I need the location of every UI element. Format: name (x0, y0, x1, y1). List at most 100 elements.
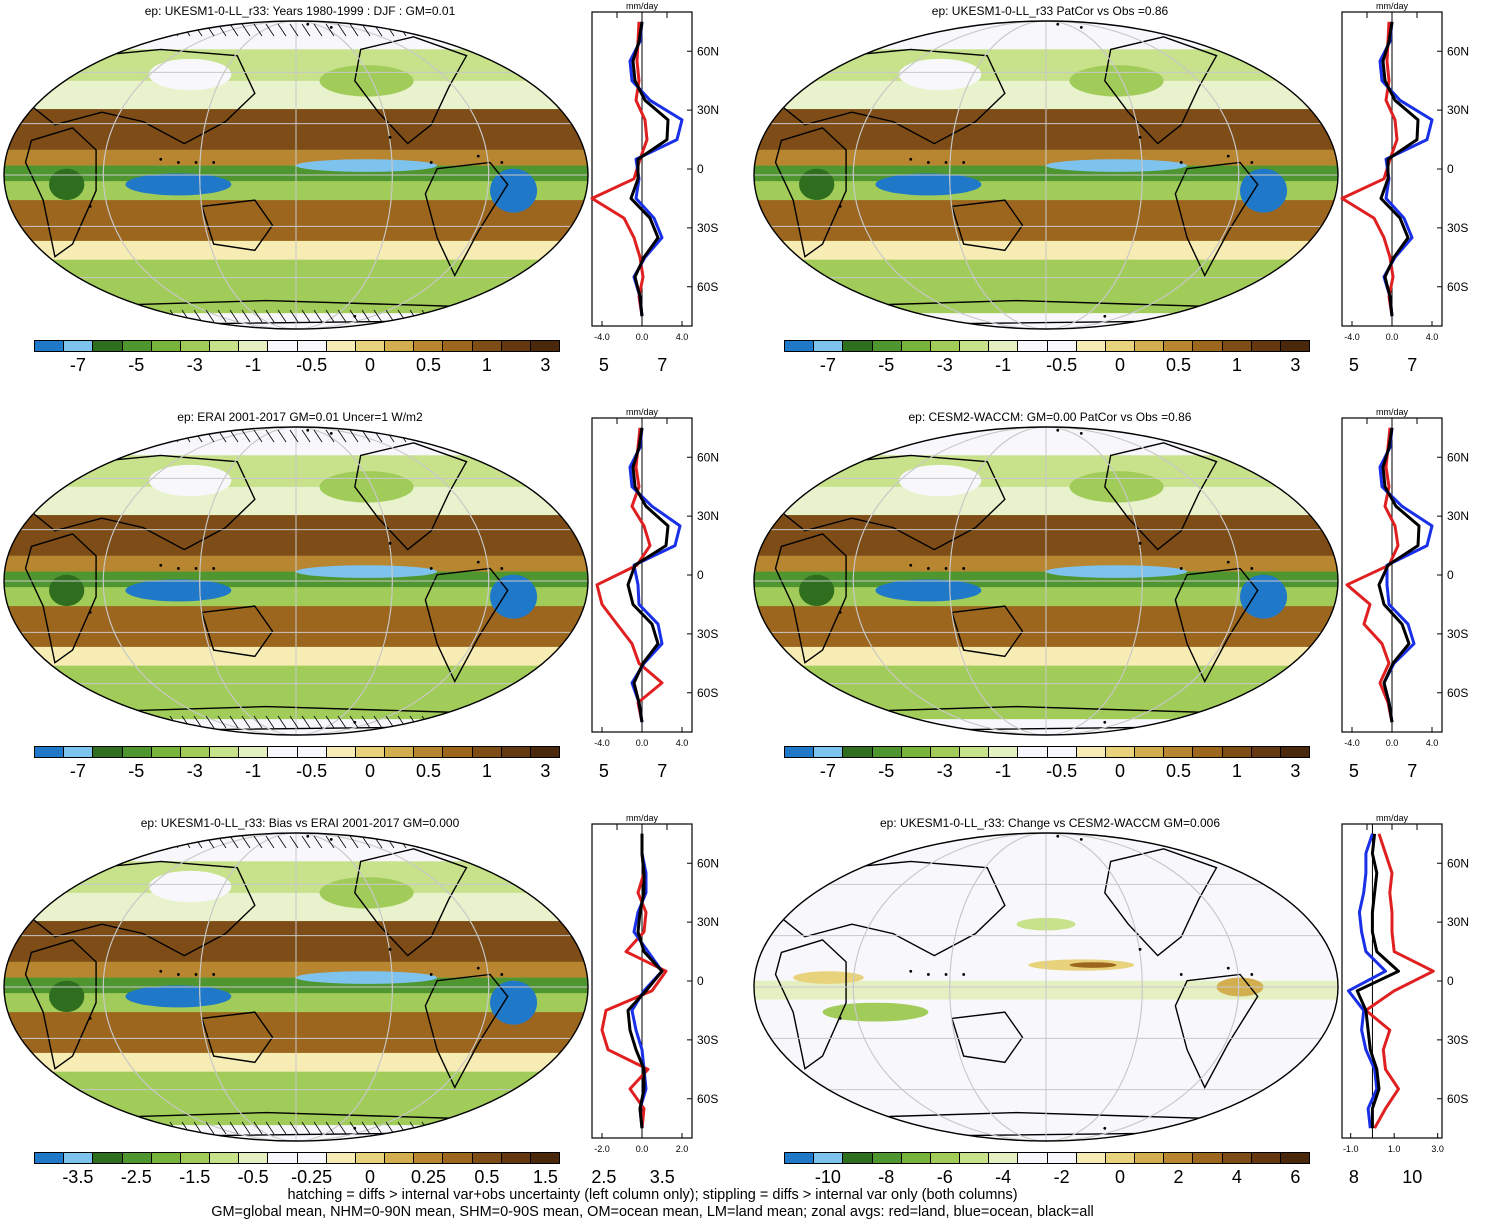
hatch-mark (133, 835, 143, 849)
robinson-map (753, 20, 1339, 330)
zonal-series-land (595, 427, 664, 723)
colorbar-segment (1193, 341, 1223, 351)
zonal-x-tick-label: -4.0 (1344, 738, 1360, 748)
colorbar-tick-label: -0.5 (296, 355, 328, 375)
map-patch (149, 870, 232, 903)
hatch-mark (301, 309, 311, 323)
hatch-mark (337, 715, 347, 729)
hatch-mark (97, 835, 107, 849)
zonal-y-tick-label: 30S (1447, 1033, 1468, 1047)
hatch-mark (517, 429, 527, 443)
colorbar-segment (443, 341, 473, 351)
colorbar-tick-label: -0.5 (296, 761, 328, 781)
itcz-patch (125, 173, 232, 196)
robinson-map (3, 20, 589, 330)
zonal-y-tick-label: 0 (697, 974, 704, 988)
hatch-mark (325, 1121, 335, 1135)
colorbar-tick-label: -3 (186, 355, 203, 375)
stipple-dot (118, 1130, 121, 1133)
zonal-x-tick-label: 4.0 (1426, 332, 1439, 342)
zonal-series-land (600, 833, 668, 1129)
hatch-mark (325, 715, 335, 729)
hatch-mark (445, 715, 455, 729)
coastline (424, 161, 509, 278)
meridian-line (102, 21, 490, 329)
zonal-x-tick-label: 0.0 (1386, 332, 1399, 342)
map-border (3, 426, 589, 736)
map-border (753, 832, 1339, 1142)
hatch-mark (253, 715, 263, 729)
hatch-mark (433, 429, 443, 443)
colorbar-segment (239, 747, 269, 757)
colorbar-tick-label: 10 (1402, 1167, 1423, 1187)
colorbar-segment (814, 1153, 844, 1163)
hatch-mark (265, 835, 275, 849)
zonal-y-tick-label: 60S (697, 1092, 718, 1106)
zonal-mean-plot: mm/day 60N 30N 0 30S 60S -4.0 0.0 4.0 (1340, 1, 1469, 342)
stipple-dot (1056, 428, 1060, 432)
hatch-mark (421, 835, 431, 849)
colorbar-tick-label: -1 (245, 761, 262, 781)
map-border (753, 426, 1339, 736)
hatch-mark (445, 429, 455, 443)
hatch-mark (349, 23, 359, 37)
colorbar-tick-label: 0 (1115, 761, 1126, 781)
stipple-dot (1103, 314, 1107, 318)
map-patch (899, 58, 982, 91)
zonal-y-tick-label: 60N (1447, 44, 1469, 58)
coastline (951, 199, 1024, 252)
stipple-dot (1138, 947, 1142, 951)
colorbar-tick-label: -5 (878, 761, 895, 781)
hatch-mark (313, 23, 323, 37)
itcz-patch (1240, 168, 1288, 213)
stipple-dot (1103, 1126, 1107, 1130)
colorbar-segment (901, 1153, 931, 1163)
itcz-patch (490, 980, 538, 1025)
zonal-series-land (1364, 833, 1435, 1129)
colorbar-segment (501, 341, 531, 351)
hatch-mark (133, 715, 143, 729)
stipple-dot (1056, 22, 1060, 26)
colorbar-segment (530, 747, 560, 757)
hatch-mark (73, 309, 83, 323)
colorbar-segment (1076, 1153, 1106, 1163)
zonal-unit-label: mm/day (1376, 1, 1409, 11)
stipple-dot (177, 973, 180, 976)
hatch-mark (445, 1121, 455, 1135)
colorbar-segment (960, 1153, 990, 1163)
meridian-line (102, 427, 490, 735)
colorbar-tick-label: 0.5 (474, 1167, 500, 1187)
coastline (201, 1011, 274, 1064)
zonal-mean-plot: mm/day 60N 30N 0 30S 60S -4.0 0.0 4.0 (590, 1, 719, 342)
zonal-y-tick-label: 60N (697, 450, 719, 464)
map-border (3, 20, 589, 330)
stipple-dot (1226, 154, 1230, 158)
colorbar-segment (1222, 1153, 1252, 1163)
colorbar-segment (151, 1153, 181, 1163)
stipple-dot (944, 973, 948, 976)
itcz-patch (49, 168, 85, 201)
stipple-dot (88, 205, 92, 208)
zonal-unit-label: mm/day (1376, 407, 1409, 417)
zonal-x-tick-label: 3.0 (1431, 1144, 1444, 1154)
stipple-dot (962, 567, 966, 570)
meridian-line (199, 21, 393, 329)
zonal-y-tick-label: 60N (697, 44, 719, 58)
hatch-mark (361, 1121, 371, 1135)
colorbar-segment (297, 341, 327, 351)
hatch-mark (97, 309, 107, 323)
hatch-mark (289, 835, 299, 849)
itcz-patch (125, 579, 232, 602)
hatch-mark (505, 1121, 515, 1135)
colorbar-tick-label: -0.25 (291, 1167, 333, 1187)
hatch-mark (265, 309, 275, 323)
zonal-unit-label: mm/day (626, 1, 659, 11)
colorbar-segment (1076, 341, 1106, 351)
colorbar-segment (872, 1153, 902, 1163)
hatch-mark (325, 429, 335, 443)
colorbar-segment (35, 747, 65, 757)
zonal-mean-plot: mm/day 60N 30N 0 30S 60S -1.0 1.0 3.0 (1341, 813, 1469, 1154)
colorbar-tick-label: 0 (365, 1167, 376, 1187)
zonal-x-tick-label: 1.0 (1388, 1144, 1401, 1154)
hatch-mark (481, 1121, 491, 1135)
